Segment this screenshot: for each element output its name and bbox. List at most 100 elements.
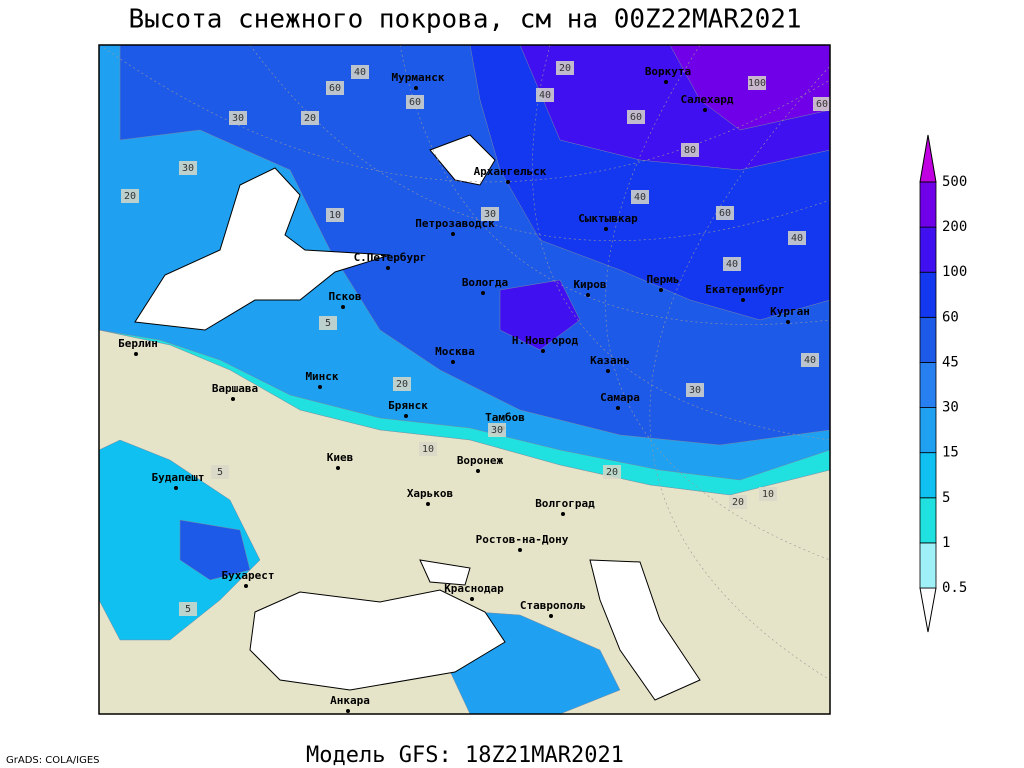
- graticule: [532, 45, 830, 441]
- city-dot: [476, 469, 480, 473]
- contour-label-box: [748, 76, 766, 90]
- contour-label: 60: [409, 97, 421, 108]
- city-label: Москва: [435, 345, 475, 358]
- city-label: Сыктывкар: [578, 212, 638, 225]
- city-dot: [561, 512, 565, 516]
- contour-label: 30: [182, 163, 194, 174]
- snow-area: [179, 519, 251, 581]
- city-dot: [414, 86, 418, 90]
- contour-label-box: [351, 65, 369, 79]
- contour-label: 80: [684, 145, 696, 156]
- colorbar-label: 1: [942, 535, 950, 551]
- city-label: Воронеж: [457, 454, 504, 467]
- city-dot: [741, 298, 745, 302]
- sea: [249, 589, 506, 691]
- contour-label-box: [603, 465, 621, 479]
- colorbar-label: 30: [942, 400, 959, 416]
- city-label: Брянск: [388, 399, 428, 412]
- contour-label: 5: [217, 467, 223, 478]
- city-dot: [549, 614, 553, 618]
- colorbar-band: [919, 316, 937, 363]
- city-label: Тамбов: [485, 411, 525, 424]
- city-label: Харьков: [407, 487, 453, 500]
- colorbar-tip: [919, 134, 937, 183]
- city-label: Архангельск: [474, 165, 547, 178]
- contour-label: 20: [606, 467, 618, 478]
- city-dot: [703, 108, 707, 112]
- colorbar-band: [919, 497, 937, 544]
- contour-label-box: [556, 61, 574, 75]
- contour-label-box: [801, 353, 819, 367]
- colorbar-label: 45: [942, 354, 959, 370]
- city-label: Берлин: [118, 337, 158, 350]
- snow-area: [99, 439, 261, 641]
- contour-label-box: [393, 377, 411, 391]
- contour-label: 40: [539, 90, 551, 101]
- contour-label: 40: [791, 233, 803, 244]
- graticule: [649, 65, 830, 681]
- city-label: Киев: [327, 451, 354, 464]
- colorbar-label: 5: [942, 490, 950, 506]
- map: Мурманск Воркута Салехард Архангельск Петроз…: [99, 45, 830, 714]
- colorbar-band: [919, 226, 937, 273]
- city-dot: [404, 414, 408, 418]
- contour-label: 60: [816, 99, 828, 110]
- city-label: Ростов-на-Дону: [476, 533, 569, 546]
- contour-label-box: [627, 110, 645, 124]
- city-label: Минск: [305, 370, 338, 383]
- city-label: С.Петербург: [354, 251, 427, 264]
- city-dot: [231, 397, 235, 401]
- map-frame: [98, 44, 831, 715]
- contour-label: 40: [804, 355, 816, 366]
- colorbar-band: [919, 362, 937, 408]
- colorbar-band: [919, 407, 937, 454]
- contour-label-box: [681, 143, 699, 157]
- colorbar-label: 0.5: [942, 580, 967, 596]
- contour-label-box: [716, 206, 734, 220]
- city-label: Курган: [770, 305, 810, 318]
- city-label: Екатеринбург: [705, 283, 784, 296]
- contour-label-box: [481, 207, 499, 221]
- contour-label-box: [759, 487, 777, 501]
- sea: [419, 559, 471, 586]
- city-dot: [541, 349, 545, 353]
- contour-label: 40: [726, 259, 738, 270]
- contour-label: 10: [422, 444, 434, 455]
- sea: [429, 134, 496, 186]
- contour-label: 20: [124, 191, 136, 202]
- colorbar-band: [919, 542, 937, 589]
- city-label: Псков: [328, 290, 361, 303]
- colorbar-label: 200: [942, 219, 967, 235]
- city-dot: [386, 266, 390, 270]
- contour-label: 20: [396, 379, 408, 390]
- contour-label-box: [406, 95, 424, 109]
- city-dot: [174, 486, 178, 490]
- city-dot: [616, 406, 620, 410]
- city-dot: [604, 227, 608, 231]
- contour-label-box: [229, 111, 247, 125]
- city-dot: [481, 291, 485, 295]
- sea: [589, 559, 701, 701]
- city-dot: [506, 180, 510, 184]
- city-dot: [451, 232, 455, 236]
- city-label: Краснодар: [444, 582, 504, 595]
- city-label: Бухарест: [222, 569, 275, 582]
- city-label: Пермь: [646, 273, 679, 286]
- contour-label: 40: [634, 192, 646, 203]
- graticule: [99, 45, 830, 183]
- contour-label: 5: [185, 604, 191, 615]
- graticule: [399, 45, 830, 325]
- contour-label-box: [326, 81, 344, 95]
- city-label: Киров: [573, 278, 606, 291]
- city-label: Вологда: [462, 276, 508, 289]
- contour-label-box: [179, 161, 197, 175]
- contour-label: 30: [484, 209, 496, 220]
- city-label: Варшава: [212, 382, 258, 395]
- city-label: Воркута: [645, 65, 691, 78]
- city-dot: [318, 385, 322, 389]
- city-label: Волгоград: [535, 497, 595, 510]
- city-label: Петрозаводск: [415, 217, 495, 230]
- contour-label: 30: [491, 425, 503, 436]
